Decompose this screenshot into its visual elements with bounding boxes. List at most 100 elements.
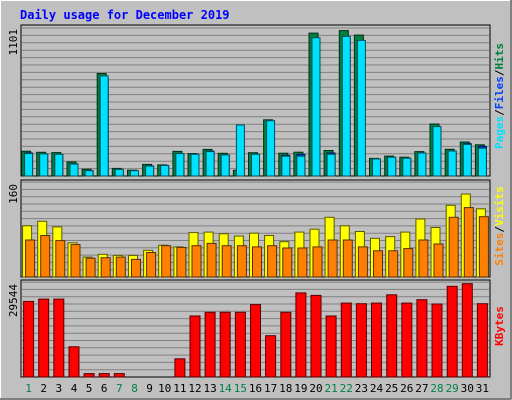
- bar-pages-day-20: [311, 37, 321, 177]
- bar-pages-day-7: [114, 168, 124, 177]
- bar-sites-day-3: [55, 240, 66, 278]
- bar-kbytes-day-11: [174, 358, 186, 378]
- x-tick-31: 31: [476, 382, 489, 395]
- bar-kbytes-day-20: [310, 294, 322, 378]
- bar-sites-day-30: [463, 207, 474, 278]
- panel-3: 29544 KBytes: [7, 279, 506, 378]
- bar-kbytes-day-2: [38, 298, 50, 378]
- bar-kbytes-day-23: [355, 303, 367, 378]
- bar-sites-day-16: [252, 246, 262, 278]
- bar-sites-day-14: [221, 245, 232, 278]
- bar-sites-day-27: [418, 239, 429, 278]
- bar-kbytes-day-25: [386, 294, 398, 378]
- bar-kbytes-day-18: [280, 311, 292, 378]
- bar-sites-day-7: [115, 256, 126, 278]
- bar-sites-day-2: [40, 235, 51, 278]
- bar-pages-day-13: [205, 151, 215, 177]
- x-tick-28: 28: [430, 382, 443, 395]
- bar-pages-day-16: [251, 153, 260, 177]
- x-tick-9: 9: [146, 382, 153, 395]
- bar-pages-day-26: [402, 157, 412, 177]
- bar-pages-day-6: [99, 75, 109, 177]
- x-tick-7: 7: [116, 382, 123, 395]
- x-tick-5: 5: [86, 382, 93, 395]
- x-tick-18: 18: [279, 382, 292, 395]
- panel-legend: Sites/Visits: [493, 186, 506, 266]
- bar-kbytes-day-13: [204, 311, 216, 378]
- bar-sites-day-29: [448, 216, 459, 278]
- bar-kbytes-day-16: [250, 304, 261, 378]
- legend-entry: /: [493, 226, 506, 233]
- bar-kbytes-day-28: [431, 303, 443, 378]
- bar-kbytes-day-19: [295, 292, 307, 378]
- x-tick-15: 15: [234, 382, 247, 395]
- bar-kbytes-day-1: [23, 300, 35, 378]
- bar-pages-day-2: [39, 153, 49, 177]
- bar-kbytes-day-21: [325, 315, 337, 378]
- bar-sites-day-18: [282, 247, 293, 278]
- bar-kbytes-day-15: [234, 311, 246, 378]
- x-tick-23: 23: [355, 382, 368, 395]
- bar-pages-day-11: [175, 153, 185, 177]
- legend-entry: Files: [493, 76, 506, 109]
- bar-sites-day-20: [312, 246, 323, 278]
- bar-pages-day-28: [432, 126, 442, 177]
- bars: [23, 283, 488, 378]
- bar-pages-day-22: [341, 35, 351, 177]
- x-tick-14: 14: [219, 382, 233, 395]
- bar-kbytes-day-27: [416, 299, 428, 378]
- bar-pages-day-27: [417, 152, 427, 177]
- x-tick-16: 16: [249, 382, 262, 395]
- x-tick-13: 13: [203, 382, 216, 395]
- bar-sites-day-11: [176, 246, 187, 278]
- bar-kbytes-day-31: [476, 303, 488, 378]
- legend-entry: /: [493, 69, 506, 76]
- legend-entry: KBytes: [493, 306, 506, 346]
- bar-pages-day-29: [447, 150, 457, 177]
- x-tick-labels: 1 2 3 4 5 6 7 8 9 10 11 12 13 14 15 16 17 18 19 20 21 22 23 24 2…: [25, 382, 489, 395]
- x-tick-11: 11: [173, 382, 186, 395]
- bar-sites-day-22: [342, 239, 353, 278]
- y-max-label: 160: [7, 184, 20, 204]
- x-tick-20: 20: [309, 382, 322, 395]
- panel-legend: Pages/Files/Hits: [493, 43, 506, 149]
- bar-sites-day-10: [161, 245, 172, 278]
- x-tick-24: 24: [370, 382, 384, 395]
- bar-sites-day-17: [267, 245, 278, 278]
- bar-kbytes-day-12: [189, 315, 201, 378]
- bar-pages-day-31: [477, 147, 487, 177]
- legend-entry: Visits: [493, 186, 506, 226]
- legend-entry: Sites: [493, 233, 506, 266]
- bar-kbytes-day-14: [219, 311, 231, 378]
- chart-title: Daily usage for December 2019: [20, 8, 230, 22]
- x-tick-19: 19: [294, 382, 307, 395]
- bar-sites-day-19: [297, 247, 308, 278]
- bar-pages-day-9: [145, 165, 155, 177]
- bar-kbytes-day-24: [371, 302, 382, 378]
- bars: [21, 30, 487, 177]
- bar-pages-day-24: [372, 158, 381, 177]
- bar-pages-day-5: [84, 170, 94, 177]
- bar-pages-day-4: [69, 163, 79, 177]
- bar-pages-day-1: [24, 153, 34, 177]
- legend-entry: /: [493, 109, 506, 116]
- x-tick-21: 21: [324, 382, 337, 395]
- bar-pages-day-23: [356, 39, 366, 177]
- bar-sites-day-5: [85, 257, 96, 278]
- bar-pages-day-3: [54, 153, 64, 177]
- x-tick-4: 4: [71, 382, 78, 395]
- bar-kbytes-day-7: [113, 373, 125, 378]
- bar-kbytes-day-29: [446, 285, 458, 378]
- bar-sites-day-24: [373, 250, 383, 278]
- legend-entry: Pages: [493, 116, 506, 149]
- bar-sites-day-21: [327, 239, 338, 278]
- x-tick-29: 29: [446, 382, 459, 395]
- x-tick-30: 30: [461, 382, 474, 395]
- bar-kbytes-day-17: [265, 335, 277, 378]
- bar-sites-day-26: [403, 248, 414, 278]
- x-tick-17: 17: [264, 382, 277, 395]
- x-tick-3: 3: [55, 382, 62, 395]
- bar-sites-day-1: [25, 239, 36, 278]
